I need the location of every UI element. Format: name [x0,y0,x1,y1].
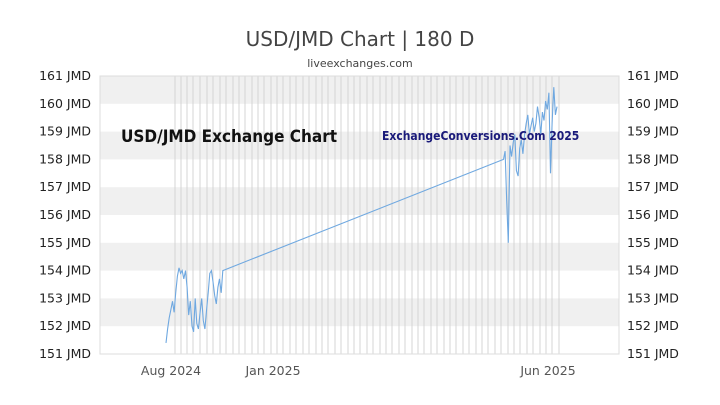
y-axis-left: 151 JMD 152 JMD 153 JMD 154 JMD 155 JMD 156 J… [39,68,91,361]
series-path [165,87,558,343]
series-line [165,87,558,343]
y-tick-label-left: 157 JMD [39,179,91,194]
chart-subtitle: liveexchanges.com [307,57,412,70]
y-tick-label-right: 151 JMD [627,346,679,361]
y-tick-label-right: 158 JMD [627,151,679,166]
y-tick-label-right: 160 JMD [627,96,679,111]
y-tick-label-right: 153 JMD [627,290,679,305]
x-tick-label: Jan 2025 [244,363,300,378]
plot-band [100,131,619,160]
y-tick-label-right: 159 JMD [627,124,679,139]
plot-band [100,187,619,215]
y-tick-label-left: 152 JMD [39,318,91,333]
vertical-gridlines [174,76,560,354]
y-tick-label-left: 151 JMD [39,346,91,361]
y-tick-label-left: 153 JMD [39,290,91,305]
x-tick-label: Jun 2025 [519,363,575,378]
y-axis-right: 151 JMD 152 JMD 153 JMD 154 JMD 155 JMD 156 J… [627,68,679,361]
plot-area [99,75,620,355]
y-tick-label-left: 154 JMD [39,263,91,278]
y-tick-label-left: 156 JMD [39,207,91,222]
plot-band [100,298,619,327]
plot-band [100,76,619,104]
x-tick-label: Aug 2024 [141,363,201,378]
y-tick-label-right: 161 JMD [627,68,679,83]
plot-band [100,242,619,271]
y-tick-label-left: 161 JMD [39,68,91,83]
y-tick-label-left: 160 JMD [39,96,91,111]
y-tick-label-right: 157 JMD [627,179,679,194]
y-tick-label-left: 159 JMD [39,124,91,139]
x-axis: Aug 2024 Jan 2025 Jun 2025 [141,363,576,378]
y-tick-label-right: 156 JMD [627,207,679,222]
chart-annotation-main: USD/JMD Exchange Chart [121,127,337,147]
y-tick-label-left: 155 JMD [39,235,91,250]
y-tick-label-right: 155 JMD [627,235,679,250]
chart-annotation-brand: ExchangeConversions.Com 2025 [382,129,579,143]
chart-title: USD/JMD Chart | 180 D [246,27,475,51]
y-tick-label-right: 154 JMD [627,263,679,278]
plot-bands [100,76,619,327]
y-tick-label-left: 158 JMD [39,151,91,166]
y-tick-label-right: 152 JMD [627,318,679,333]
